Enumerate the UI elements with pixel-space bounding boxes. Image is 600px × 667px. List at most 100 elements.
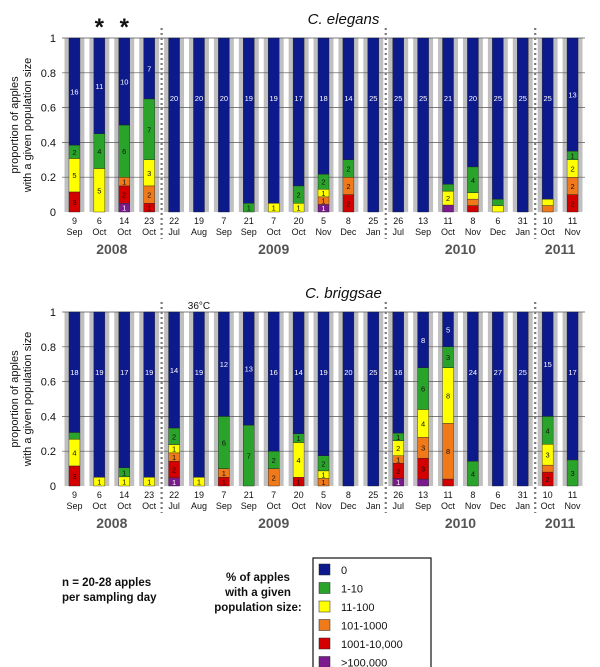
significance-star: * <box>120 14 130 41</box>
x-tick-day: 7 <box>221 490 226 500</box>
bar-stack: 25 <box>392 37 404 213</box>
bar-data-label: 13 <box>245 365 253 374</box>
bar-data-label: 8 <box>446 447 450 456</box>
bar-data-label: 20 <box>170 94 178 103</box>
bar-data-label: 1 <box>122 204 126 213</box>
bar-data-label: 6 <box>222 439 226 448</box>
x-tick-day: 6 <box>97 490 102 500</box>
x-tick-month: Sep <box>66 227 82 237</box>
bar-data-label: 3 <box>446 353 450 362</box>
bar-data-label: 3 <box>72 198 76 207</box>
x-tick-month: Sep <box>415 227 431 237</box>
y-tick-label: 0.2 <box>41 172 56 184</box>
bar-segment <box>143 311 155 478</box>
y-axis-label-line1: proportion of apples <box>9 350 21 448</box>
x-tick-month: Nov <box>565 227 582 237</box>
x-tick-day: 13 <box>418 216 428 226</box>
x-tick-day: 8 <box>470 490 475 500</box>
bar-segment <box>442 183 454 192</box>
chart-panel-2: C. briggsae proportion of apples with a gi… <box>9 285 585 531</box>
bar-data-label: 19 <box>319 368 327 377</box>
x-tick-month: Nov <box>315 227 332 237</box>
bar-segment <box>467 205 479 213</box>
bar-data-label: 2 <box>346 199 350 208</box>
x-tick-month: Sep <box>216 227 232 237</box>
bar-segment <box>442 311 454 347</box>
bar-data-label: 25 <box>519 94 527 103</box>
bar-data-label: 14 <box>170 366 178 375</box>
bar-data-label: 19 <box>270 94 278 103</box>
legend-swatch <box>318 563 331 576</box>
bar-data-label: 18 <box>319 94 327 103</box>
legend-box <box>312 557 432 667</box>
bar-stack: 2 21 <box>442 37 454 213</box>
legend-swatch <box>318 582 331 594</box>
bar-segment <box>68 37 81 146</box>
x-tick-day: 7 <box>271 216 276 226</box>
bar-data-label: 2 <box>396 444 400 453</box>
bar-segment <box>68 311 81 433</box>
x-tick-month: Dec <box>340 227 357 237</box>
bar-data-label: 25 <box>543 94 551 103</box>
bar-segment <box>566 37 579 152</box>
bar-data-label: 27 <box>494 368 502 377</box>
bar-segment <box>467 311 479 462</box>
x-tick-day: 19 <box>194 490 204 500</box>
bar-segment <box>218 37 230 213</box>
bar-data-label: 11 <box>95 82 103 91</box>
x-tick-month: Oct <box>142 501 157 511</box>
bar-data-label: 12 <box>220 360 228 369</box>
legend-label: 0 <box>341 565 347 577</box>
bar-data-label: 1 <box>172 453 176 462</box>
x-tick-month: Oct <box>92 501 107 511</box>
bar-data-label: 4 <box>421 419 425 428</box>
x-tick-day: 13 <box>418 490 428 500</box>
bar-data-label: 4 <box>471 470 475 479</box>
bar-segment <box>267 37 280 204</box>
bar-segment <box>93 311 106 478</box>
y-tick-label: 0.8 <box>41 342 56 354</box>
bar-data-label: 17 <box>294 94 302 103</box>
bar-data-label: 4 <box>72 449 76 458</box>
bar-data-label: 2 <box>446 194 450 203</box>
x-tick-month: Oct <box>292 227 307 237</box>
bar-data-label: 2 <box>321 459 325 468</box>
bar-data-label: 1 <box>222 478 226 487</box>
bar-segment <box>442 204 454 213</box>
bar-data-label: 16 <box>394 368 402 377</box>
bar-stack: 20 <box>168 37 180 213</box>
x-tick-day: 7 <box>221 216 226 226</box>
bar-data-label: 1 <box>396 478 400 487</box>
x-tick-month: Dec <box>490 227 507 237</box>
bar-segment <box>292 37 305 187</box>
x-tick-day: 21 <box>244 216 254 226</box>
legend-label: >100,000 <box>341 658 387 667</box>
legend-label: 101-1000 <box>341 621 388 633</box>
bar-segment <box>93 37 106 134</box>
x-tick-month: Oct <box>117 501 132 511</box>
bar-segment <box>392 311 404 434</box>
x-tick-month: Jul <box>168 501 180 511</box>
year-label: 2009 <box>258 515 289 531</box>
bar-segment <box>317 37 330 175</box>
bar-stack: 2 2 2 1 13 <box>566 37 579 213</box>
bar-stack: 27 <box>492 311 504 487</box>
x-tick-day: 5 <box>321 216 326 226</box>
bar-data-label: 3 <box>421 444 425 453</box>
bar-segment <box>317 311 330 456</box>
bar-data-label: 4 <box>97 147 101 156</box>
x-tick-day: 25 <box>368 216 378 226</box>
bar-segment <box>267 311 280 452</box>
bar-data-label: 1 <box>97 478 101 487</box>
bar-data-label: 1 <box>396 456 400 465</box>
bar-data-label: 5 <box>446 325 450 334</box>
bar-segment <box>143 37 155 100</box>
x-tick-month: Oct <box>92 227 107 237</box>
bar-segment <box>168 311 180 429</box>
year-label: 2010 <box>445 515 476 531</box>
x-tick-month: Jan <box>515 227 530 237</box>
x-tick-day: 14 <box>119 490 129 500</box>
x-tick-month: Oct <box>541 501 556 511</box>
